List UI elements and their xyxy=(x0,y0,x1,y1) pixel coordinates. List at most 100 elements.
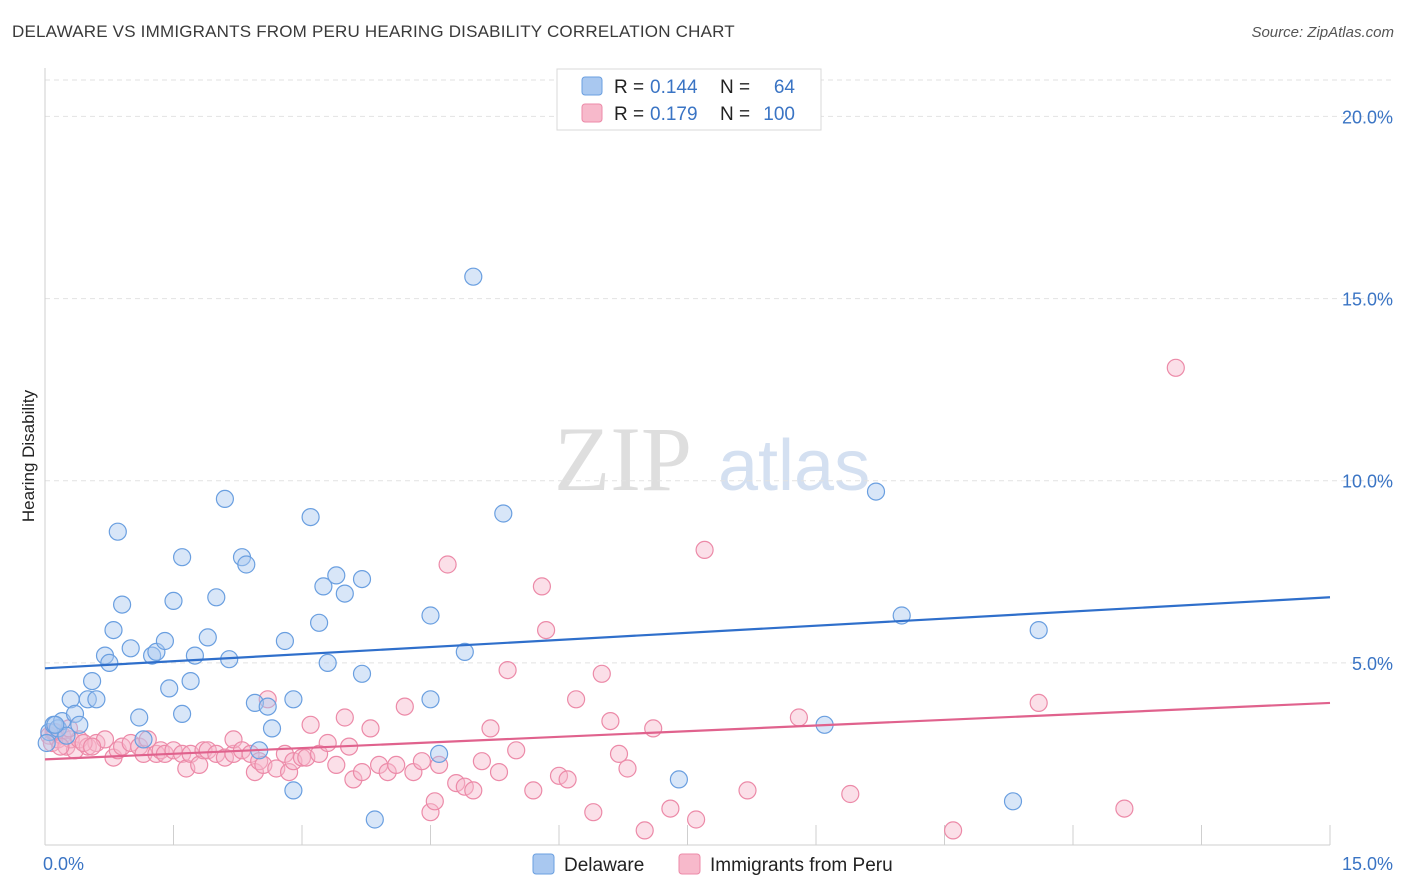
delaware-point-4 xyxy=(57,726,76,745)
delaware-point-16 xyxy=(121,639,140,658)
peru-point-89 xyxy=(789,708,809,727)
peru-point-70 xyxy=(498,660,517,680)
delaware-point-30 xyxy=(215,489,234,508)
x-tick-label-1: 15.0% xyxy=(1342,854,1393,874)
peru-point-71 xyxy=(507,741,526,760)
bottom-legend-label-delaware: Delaware xyxy=(564,855,644,876)
legend-n-value-1: 64 xyxy=(774,77,796,98)
delaware-point-46 xyxy=(335,584,354,603)
peru-point-99 xyxy=(82,737,102,756)
delaware-point-56 xyxy=(669,770,689,789)
delaware-point-25 xyxy=(181,671,200,691)
delaware-point-54 xyxy=(464,267,483,286)
peru-trend-line xyxy=(44,701,1331,761)
source-credit: Source: ZipAtlas.com xyxy=(1251,24,1394,41)
y-axis-title: Hearing Disability xyxy=(19,389,38,522)
peru-point-72 xyxy=(524,781,543,800)
y-tick-label-2: 15.0% xyxy=(1342,290,1393,310)
delaware-point-13 xyxy=(108,522,127,541)
delaware-point-27 xyxy=(173,704,192,724)
peru-point-73 xyxy=(532,577,552,596)
legend-swatch-delaware xyxy=(581,76,603,96)
delaware-point-17 xyxy=(130,708,149,727)
peru-point-53 xyxy=(361,719,380,738)
peru-point-96 xyxy=(51,737,70,756)
peru-point-61 xyxy=(425,792,444,811)
peru-point-81 xyxy=(609,744,629,764)
peru-point-68 xyxy=(481,719,500,738)
peru-point-18 xyxy=(138,730,157,749)
watermark-atlas: atlas xyxy=(718,426,870,506)
delaware-point-52 xyxy=(430,744,449,764)
delaware-point-39 xyxy=(284,690,303,709)
legend-n-label-2: N = xyxy=(720,104,750,125)
peru-point-91 xyxy=(943,821,963,840)
delaware-point-15 xyxy=(104,620,123,640)
peru-point-69 xyxy=(489,762,509,782)
gridlines xyxy=(45,79,1395,664)
delaware-point-58 xyxy=(866,482,886,501)
watermark-zip: ZIP xyxy=(554,408,692,510)
legend-r-value-1: 0.144 xyxy=(650,77,698,98)
peru-point-90 xyxy=(841,784,860,804)
trend-lines xyxy=(44,596,1331,761)
peru-point-87 xyxy=(695,540,714,560)
peru-point-79 xyxy=(592,664,611,683)
legend-r-label-1: R = xyxy=(614,77,644,98)
delaware-point-29 xyxy=(207,588,226,607)
tick-labels: 5.0% 10.0% 15.0% 20.0% 0.0% 15.0% xyxy=(43,107,1393,874)
delaware-point-14 xyxy=(112,595,132,614)
delaware-point-44 xyxy=(318,653,337,673)
peru-point-82 xyxy=(618,759,637,778)
delaware-point-51 xyxy=(421,690,440,709)
peru-point-77 xyxy=(566,690,586,709)
peru-point-63 xyxy=(438,555,457,574)
peru-point-45 xyxy=(301,715,320,734)
peru-point-88 xyxy=(738,781,757,800)
delaware-point-37 xyxy=(262,719,282,738)
peru-point-93 xyxy=(1115,799,1134,818)
y-tick-label-3: 20.0% xyxy=(1342,107,1393,127)
delaware-point-26 xyxy=(185,646,204,665)
legend-n-value-2: 100 xyxy=(763,104,795,125)
peru-point-59 xyxy=(412,752,431,771)
delaware-point-53 xyxy=(455,642,474,662)
peru-point-83 xyxy=(635,821,654,840)
delaware-point-60 xyxy=(1003,792,1023,811)
peru-point-94 xyxy=(1166,358,1185,377)
delaware-point-9 xyxy=(82,671,102,691)
peru-point-74 xyxy=(536,620,556,640)
peru-point-60 xyxy=(421,803,440,822)
bottom-legend-swatch-peru xyxy=(678,853,701,875)
delaware-point-28 xyxy=(198,628,217,647)
delaware-point-24 xyxy=(173,548,192,567)
peru-point-84 xyxy=(644,719,663,738)
delaware-point-47 xyxy=(352,569,372,589)
x-tick-label-0: 0.0% xyxy=(43,854,84,874)
delaware-point-48 xyxy=(352,664,372,683)
legend-swatch-peru xyxy=(581,103,603,123)
delaware-point-12 xyxy=(100,653,119,673)
delaware-point-50 xyxy=(421,606,440,625)
peru-point-80 xyxy=(601,711,620,731)
y-tick-label-0: 5.0% xyxy=(1352,654,1393,674)
series-legend: Delaware Immigrants from Peru xyxy=(532,853,893,876)
delaware-point-61 xyxy=(1029,620,1048,640)
peru-point-66 xyxy=(464,781,483,800)
peru-point-49 xyxy=(335,708,354,727)
peru-point-92 xyxy=(1029,693,1048,713)
peru-point-52 xyxy=(352,762,372,782)
delaware-point-55 xyxy=(494,504,513,523)
delaware-point-49 xyxy=(365,810,384,829)
chart-title: DELAWARE VS IMMIGRANTS FROM PERU HEARING… xyxy=(12,22,735,41)
delaware-point-6 xyxy=(65,704,85,724)
peru-point-56 xyxy=(387,755,406,775)
legend-r-label-2: R = xyxy=(614,104,644,125)
delaware-point-40 xyxy=(284,781,303,800)
bottom-legend-swatch-delaware xyxy=(532,853,555,875)
data-points xyxy=(37,267,1185,840)
delaware-point-45 xyxy=(327,566,346,585)
y-tick-label-1: 10.0% xyxy=(1342,472,1393,492)
delaware-point-38 xyxy=(275,631,294,651)
